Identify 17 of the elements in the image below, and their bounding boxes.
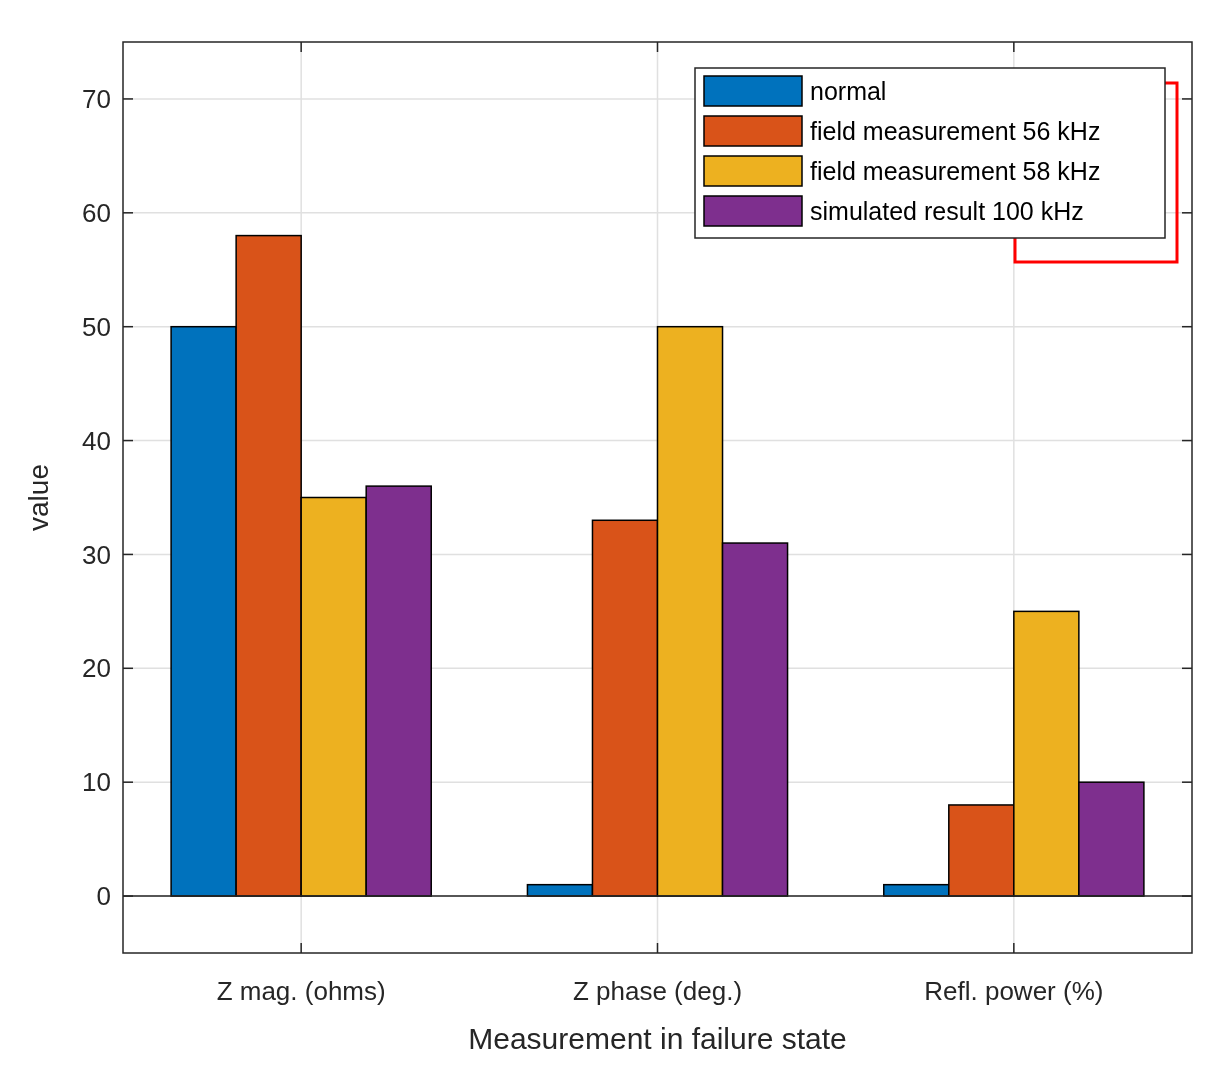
y-tick-label: 10 (82, 767, 111, 798)
x-tick-label: Refl. power (%) (924, 976, 1104, 1006)
y-tick-label: 60 (82, 197, 111, 228)
y-axis-title: value (23, 464, 54, 531)
legend-label: simulated result 100 kHz (810, 196, 1084, 225)
legend-label: field measurement 56 kHz (810, 116, 1101, 145)
x-tick-label: Z phase (deg.) (572, 976, 743, 1006)
y-tick-label: 50 (82, 311, 111, 342)
y-tick-label: 30 (82, 539, 111, 570)
legend-label: field measurement 58 kHz (810, 156, 1101, 185)
y-tick-label: 0 (96, 881, 111, 912)
x-tick-label: Z mag. (ohms) (216, 976, 386, 1006)
x-axis-title: Measurement in failure state (468, 1022, 847, 1055)
legend-label: normal (810, 76, 887, 105)
y-tick-label: 40 (82, 425, 111, 456)
y-tick-label: 70 (82, 84, 111, 115)
y-tick-label: 20 (82, 653, 111, 684)
